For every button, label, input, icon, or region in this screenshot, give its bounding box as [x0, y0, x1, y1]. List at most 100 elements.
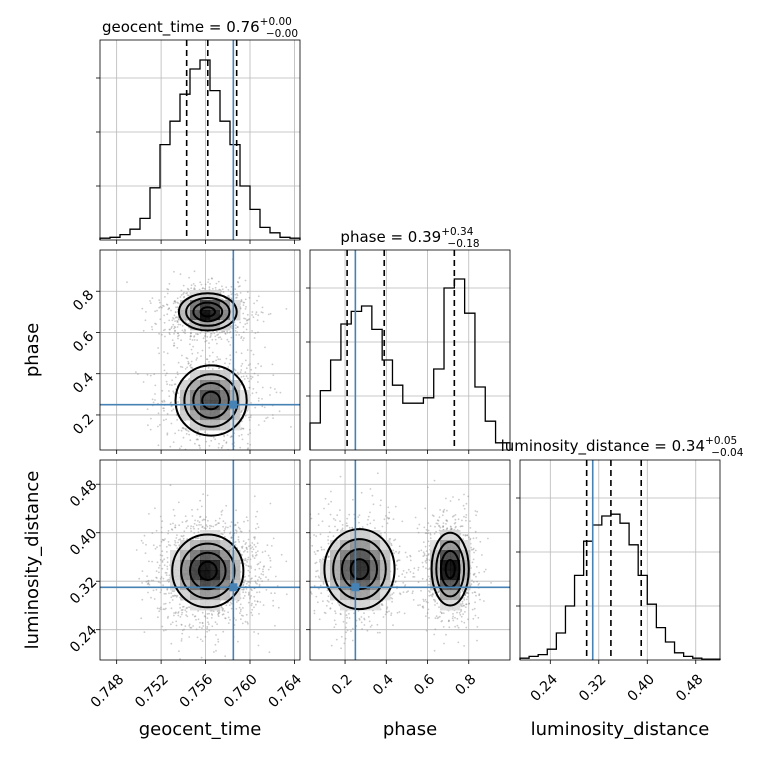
sample-point: [248, 545, 250, 548]
sample-point: [369, 522, 372, 525]
sample-point: [157, 581, 160, 583]
sample-point: [171, 325, 173, 328]
sample-point: [214, 338, 217, 341]
sample-point: [255, 515, 257, 518]
sample-point: [471, 608, 474, 611]
sample-point: [190, 332, 192, 334]
sample-point: [422, 551, 425, 554]
sample-point: [164, 538, 166, 540]
sample-point: [234, 329, 237, 332]
sample-point: [206, 630, 209, 633]
sample-point: [239, 618, 242, 621]
sample-point: [201, 287, 204, 290]
sample-point: [180, 339, 183, 342]
sample-point: [167, 615, 170, 618]
sample-point: [472, 617, 475, 620]
sample-point: [250, 349, 253, 352]
sample-point: [196, 339, 199, 341]
sample-point: [185, 527, 188, 529]
sample-point: [286, 575, 288, 577]
sample-point: [196, 434, 198, 436]
sample-point: [252, 555, 254, 558]
sample-point: [240, 410, 243, 413]
sample-point: [161, 401, 164, 403]
sample-point: [246, 291, 249, 293]
sample-point: [201, 349, 204, 352]
sample-point: [465, 516, 467, 519]
sample-point: [423, 526, 426, 529]
sample-point: [398, 575, 400, 578]
sample-point: [342, 620, 345, 623]
sample-point: [418, 550, 420, 552]
title-luminosity-distance: luminosity_distance = 0.34+0.05 −0.04: [501, 435, 744, 459]
sample-point: [174, 492, 176, 494]
sample-point: [163, 603, 165, 605]
sample-point: [427, 522, 430, 524]
sample-point: [205, 524, 208, 526]
panel-frame: [309, 249, 511, 451]
sample-point: [258, 576, 261, 579]
sample-point: [271, 363, 274, 366]
sample-point: [248, 416, 250, 419]
sample-point: [199, 621, 201, 624]
sample-point: [146, 583, 149, 585]
sample-point: [279, 391, 282, 394]
sample-point: [190, 335, 193, 338]
sample-point: [177, 335, 179, 338]
sample-point: [177, 337, 179, 340]
contour-line: [177, 292, 238, 332]
sample-point: [141, 307, 144, 310]
sample-point: [204, 340, 207, 343]
sample-point: [173, 383, 176, 386]
sample-point: [242, 427, 244, 430]
sample-point: [206, 627, 209, 630]
sample-point: [240, 411, 242, 414]
sample-point: [274, 388, 276, 390]
sample-point: [330, 500, 332, 503]
sample-point: [198, 435, 201, 437]
sample-point: [256, 600, 259, 603]
sample-point: [401, 520, 404, 523]
sample-point: [214, 286, 217, 289]
sample-point: [189, 626, 192, 629]
sample-point: [240, 337, 243, 339]
sample-point: [467, 592, 470, 595]
sample-point: [214, 519, 217, 522]
sample-point: [255, 311, 258, 314]
sample-point: [217, 612, 220, 615]
sample-point: [159, 544, 161, 547]
sample-point: [187, 288, 190, 291]
sample-point: [429, 537, 432, 540]
sample-point: [187, 525, 189, 528]
sample-point: [260, 311, 263, 313]
sample-point: [249, 544, 252, 547]
sample-point: [239, 612, 241, 615]
density-cell: [230, 550, 241, 561]
sample-point: [254, 568, 257, 571]
sample-point: [217, 612, 220, 615]
sample-point: [386, 516, 389, 519]
sample-point: [243, 559, 246, 562]
sample-point: [425, 557, 428, 560]
sample-point: [251, 330, 254, 332]
sample-point: [360, 491, 363, 494]
sample-point: [191, 352, 194, 355]
sample-point: [390, 614, 392, 616]
sample-point: [177, 541, 179, 544]
sample-point: [445, 523, 447, 525]
sample-point: [158, 306, 161, 309]
sample-point: [223, 434, 225, 437]
sample-point: [208, 361, 210, 363]
sample-point: [224, 332, 227, 335]
sample-point: [225, 357, 228, 360]
sample-point: [163, 369, 166, 372]
density-cell: [180, 570, 191, 581]
density-cell: [190, 420, 201, 431]
sample-point: [369, 488, 372, 490]
sample-point: [472, 547, 475, 550]
sample-point: [469, 520, 471, 522]
sample-point: [194, 537, 197, 540]
sample-point: [216, 330, 218, 333]
sample-point: [249, 597, 251, 600]
sample-point: [217, 280, 220, 283]
